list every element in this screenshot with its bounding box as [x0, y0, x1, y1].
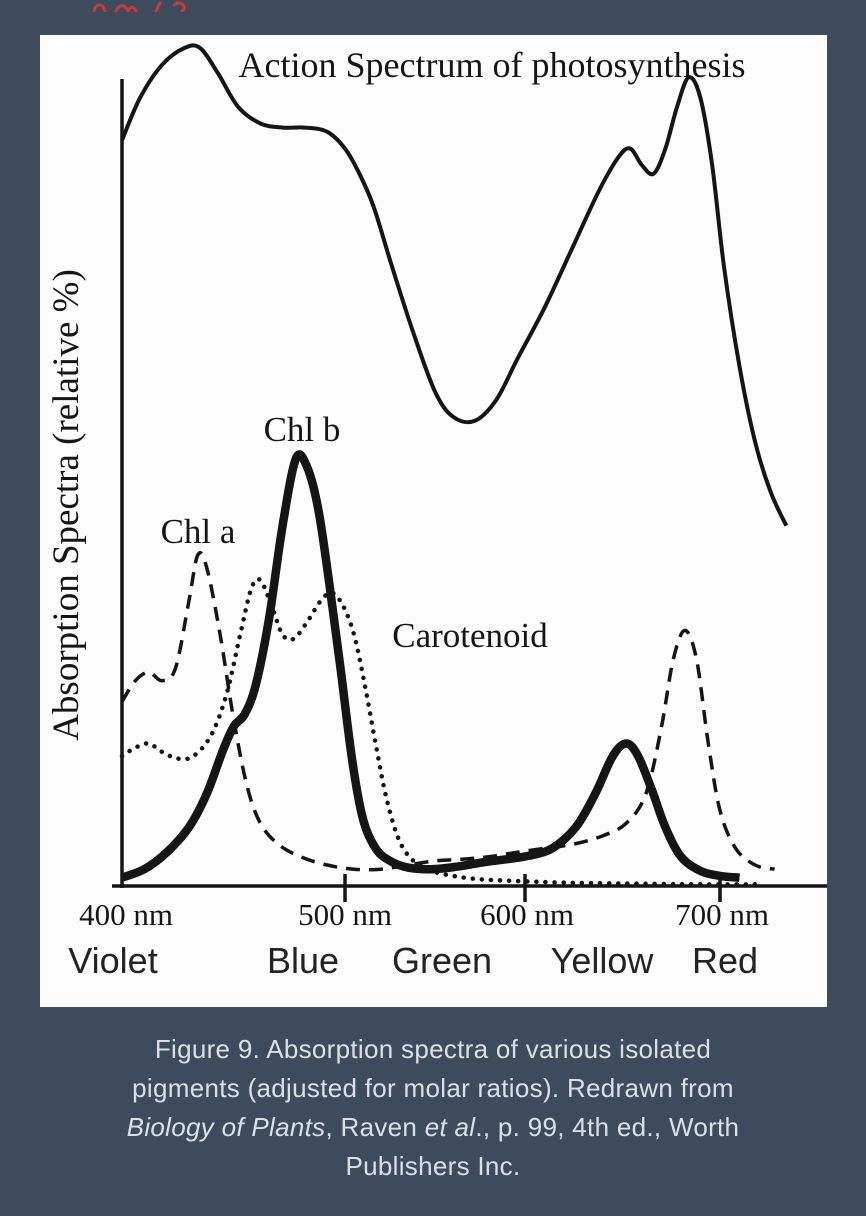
axes — [112, 79, 827, 902]
series-curves — [119, 43, 789, 887]
series-chl-b — [120, 450, 740, 882]
caption-segment: et al — [424, 1112, 476, 1142]
x-tick-label-400: 400 nm — [79, 897, 173, 932]
figure-caption: Figure 9. Absorption spectra of various … — [0, 1030, 866, 1186]
x-tick-label-500: 500 nm — [298, 897, 392, 932]
red-mark — [92, 3, 107, 12]
caption-line: pigments (adjusted for molar ratios). Re… — [0, 1069, 866, 1108]
series-action-spectrum-of-photosynthesis — [120, 43, 789, 527]
cropped-red-text-marks — [92, 1, 186, 12]
caption-segment: , Raven — [325, 1112, 425, 1142]
carotenoid-label: Carotenoid — [392, 616, 548, 655]
caption-segment: Publishers Inc. — [345, 1151, 521, 1181]
caption-segment: ., p. 99, 4th ed., Worth — [475, 1112, 740, 1142]
chart-title: Action Spectrum of photosynthesis — [239, 45, 746, 85]
caption-line: Publishers Inc. — [0, 1147, 866, 1186]
spectra-chart: Action Spectrum of photosynthesis Absorp… — [46, 43, 827, 981]
color-band-label-violet: Violet — [68, 940, 157, 981]
color-band-label-red: Red — [692, 940, 758, 981]
caption-line: Biology of Plants, Raven et al., p. 99, … — [0, 1108, 866, 1147]
chl-a-label: Chl a — [161, 512, 236, 551]
y-axis-label: Absorption Spectra (relative %) — [46, 269, 87, 741]
caption-segment: Figure 9. Absorption spectra of various … — [154, 1034, 712, 1064]
color-band-label-green: Green — [392, 940, 492, 981]
figure-panel: Action Spectrum of photosynthesis Absorp… — [40, 35, 827, 1007]
color-band-label-blue: Blue — [267, 940, 339, 981]
x-tick-label-600: 600 nm — [480, 897, 574, 932]
red-mark — [114, 4, 138, 12]
series-chl-a — [120, 550, 775, 872]
caption-segment: pigments (adjusted for molar ratios). Re… — [132, 1073, 734, 1103]
x-tick-label-700: 700 nm — [675, 897, 769, 932]
chl-b-label: Chl b — [264, 410, 341, 449]
color-band-label-yellow: Yellow — [551, 940, 655, 981]
red-mark — [154, 1, 186, 12]
caption-segment: Biology of Plants — [126, 1112, 326, 1142]
caption-line: Figure 9. Absorption spectra of various … — [0, 1030, 866, 1069]
